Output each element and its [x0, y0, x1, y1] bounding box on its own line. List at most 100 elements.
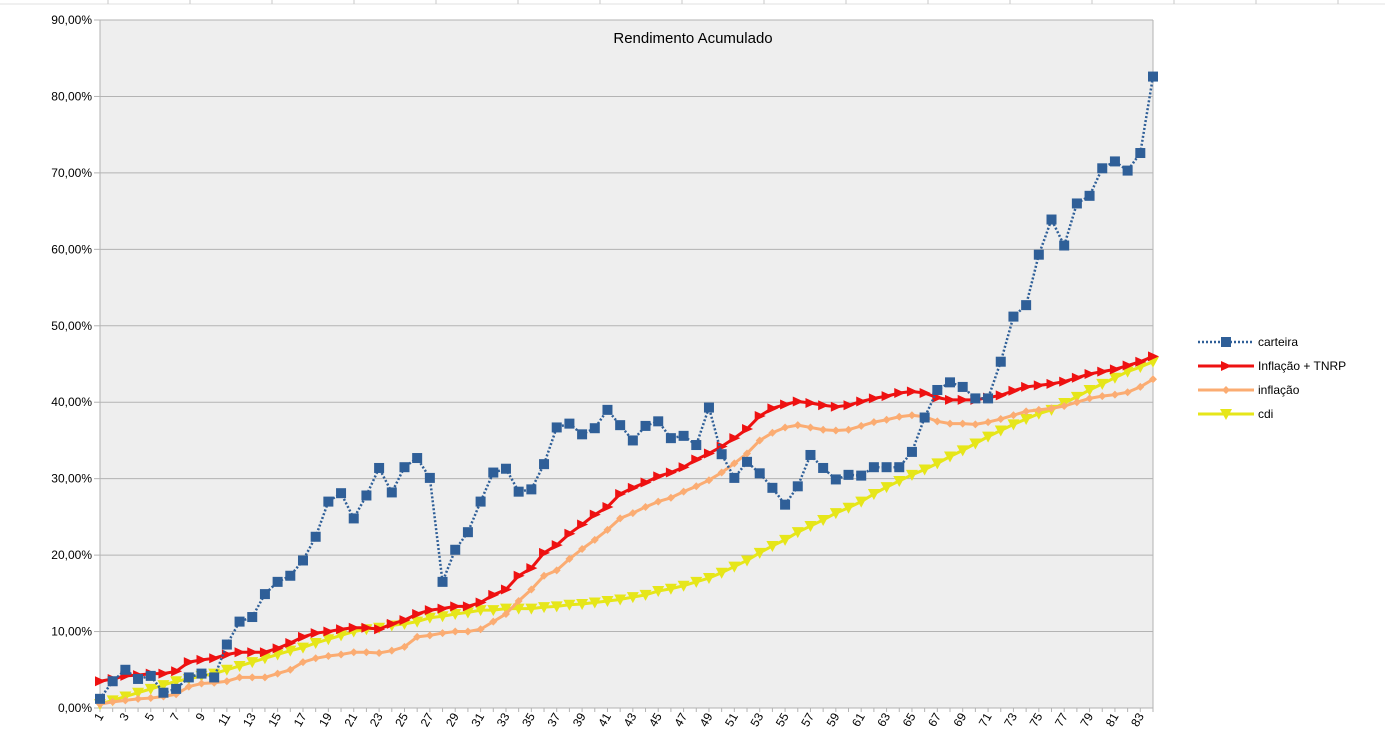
- data-point: [857, 421, 866, 430]
- x-tick-label: 71: [976, 710, 995, 729]
- data-point: [259, 589, 270, 600]
- data-point: [298, 658, 307, 667]
- series-carteira: [95, 71, 1158, 704]
- x-tick-label: 59: [824, 710, 843, 729]
- data-point: [690, 576, 703, 588]
- data-point: [309, 638, 322, 650]
- data-point: [640, 420, 651, 431]
- data-point: [1009, 411, 1018, 420]
- x-tick-label: 47: [671, 710, 690, 729]
- data-point: [297, 631, 309, 642]
- data-point: [743, 449, 752, 458]
- data-point: [273, 669, 282, 678]
- data-point: [615, 488, 627, 499]
- data-point: [1098, 392, 1107, 401]
- data-point: [614, 594, 627, 606]
- data-point: [715, 567, 728, 579]
- data-point: [399, 615, 411, 626]
- data-point: [970, 393, 981, 404]
- data-point: [437, 603, 449, 614]
- data-point: [221, 639, 232, 650]
- data-point: [880, 482, 893, 494]
- data-point: [665, 467, 677, 478]
- data-point: [564, 418, 575, 429]
- top-ruler: [0, 0, 1385, 5]
- x-tick-label: 63: [874, 710, 893, 729]
- data-point: [626, 592, 639, 604]
- data-point: [246, 657, 259, 669]
- data-point: [957, 381, 968, 392]
- data-point: [946, 419, 955, 428]
- data-point: [296, 642, 309, 654]
- data-point: [702, 573, 715, 585]
- data-point: [868, 393, 880, 404]
- legend-item: carteira: [1198, 335, 1298, 349]
- data-point: [145, 670, 156, 681]
- data-point: [436, 611, 449, 623]
- data-point: [589, 423, 600, 434]
- data-point: [387, 646, 396, 655]
- data-point: [602, 501, 614, 512]
- data-point: [260, 673, 269, 682]
- x-tick-label: 75: [1027, 710, 1046, 729]
- data-point: [578, 544, 587, 553]
- data-point: [664, 583, 677, 595]
- data-point: [1046, 214, 1057, 225]
- data-point: [817, 514, 830, 526]
- data-point: [652, 586, 665, 598]
- data-point: [348, 513, 359, 524]
- data-point: [120, 664, 131, 675]
- data-point: [868, 462, 879, 473]
- x-tick-label: 15: [265, 710, 284, 729]
- data-point: [819, 425, 828, 434]
- data-point: [487, 605, 500, 617]
- data-point: [134, 694, 143, 703]
- data-point: [222, 677, 231, 686]
- data-point: [678, 430, 689, 441]
- legend-label: inflação: [1258, 383, 1300, 397]
- data-point: [527, 585, 536, 594]
- data-point: [881, 391, 893, 402]
- data-point: [1122, 360, 1134, 371]
- data-point: [780, 499, 791, 510]
- legend-swatch-marker: [1221, 361, 1232, 371]
- data-point: [375, 648, 384, 657]
- data-point: [1008, 385, 1020, 396]
- data-point: [805, 449, 816, 460]
- data-point: [893, 475, 906, 487]
- data-point: [729, 433, 741, 444]
- data-point: [1136, 382, 1145, 391]
- data-point: [907, 411, 916, 420]
- data-point: [829, 508, 842, 520]
- data-point: [1096, 378, 1109, 390]
- data-point: [932, 384, 943, 395]
- data-point: [1071, 372, 1083, 383]
- legend-item: inflação: [1198, 383, 1300, 397]
- data-point: [994, 425, 1007, 437]
- data-point: [831, 426, 840, 435]
- data-point: [272, 643, 284, 654]
- data-point: [565, 554, 574, 563]
- data-point: [475, 597, 487, 608]
- data-point: [171, 683, 182, 694]
- x-tick-label: 73: [1001, 710, 1020, 729]
- data-point: [653, 416, 664, 427]
- data-point: [1148, 71, 1158, 82]
- data-point: [692, 482, 701, 491]
- data-point: [171, 666, 183, 677]
- data-point: [158, 687, 169, 698]
- data-point: [95, 676, 106, 687]
- data-point: [717, 468, 726, 477]
- data-point: [792, 481, 803, 492]
- data-point: [235, 673, 244, 682]
- x-tick-label: 61: [849, 710, 868, 729]
- data-point: [324, 652, 333, 661]
- data-point: [121, 696, 130, 705]
- data-point: [247, 612, 258, 623]
- data-point: [1110, 390, 1119, 399]
- data-point: [425, 631, 434, 640]
- data-point: [603, 525, 612, 534]
- data-point: [818, 400, 830, 411]
- x-tick-label: 35: [519, 710, 538, 729]
- data-point: [209, 653, 221, 664]
